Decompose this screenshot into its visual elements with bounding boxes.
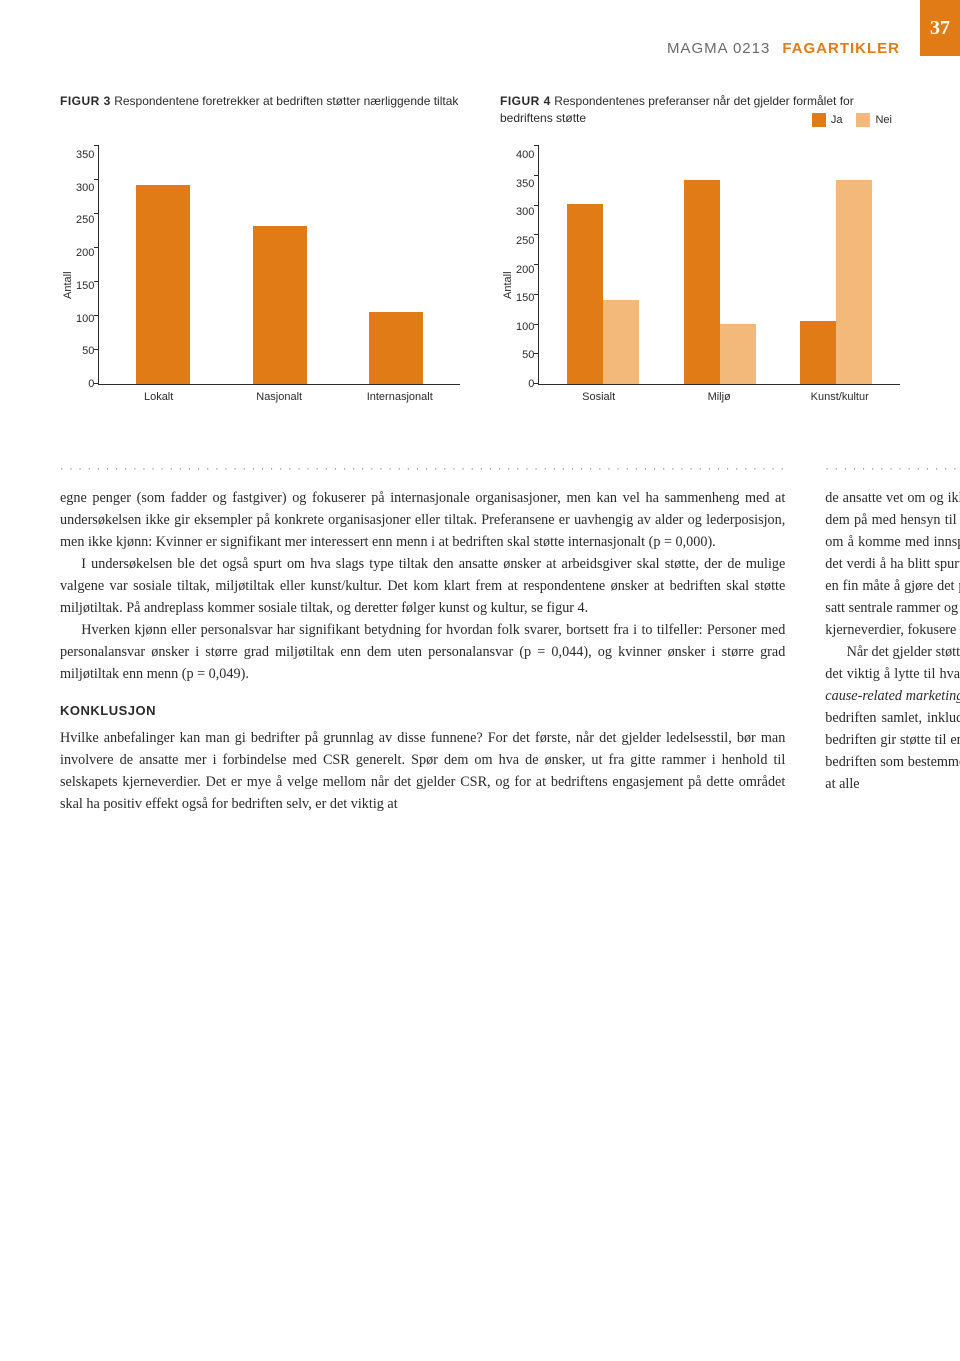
- right-column: · · · · · · · · · · · · · · · · · · · · …: [825, 461, 960, 815]
- figure-3-caption-text: Respondentene foretrekker at bedriften s…: [114, 94, 458, 108]
- bar: [720, 324, 756, 384]
- page-number-box: 37: [920, 0, 960, 56]
- legend-item: Ja: [812, 113, 843, 127]
- konklusjon-heading: KONKLUSJON: [60, 701, 785, 721]
- bar: [136, 185, 190, 384]
- ytick-label: 50: [522, 350, 534, 361]
- figure-3-plotarea: [98, 145, 460, 385]
- xtick-label: Sosialt: [538, 391, 659, 403]
- ytick-label: 50: [82, 346, 94, 357]
- header-fagartikler: FAGARTIKLER: [782, 40, 900, 57]
- bar-group: [567, 204, 639, 384]
- ytick-label: 300: [516, 207, 534, 218]
- xtick-label: Miljø: [659, 391, 780, 403]
- bar: [567, 204, 603, 384]
- xtick-label: Lokalt: [98, 391, 219, 403]
- xtick-label: Kunst/kultur: [779, 391, 900, 403]
- left-column: · · · · · · · · · · · · · · · · · · · · …: [60, 461, 785, 815]
- xtick-label: Internasjonalt: [339, 391, 460, 403]
- bar: [369, 312, 423, 384]
- legend-item: Nei: [856, 113, 892, 127]
- ytick-label: 100: [76, 314, 94, 325]
- figure-3-tickmarks: [94, 145, 99, 384]
- ytick-label: 150: [76, 281, 94, 292]
- ytick-label: 350: [76, 150, 94, 161]
- figure-3-caption: FIGUR 3 Respondentene foretrekker at bed…: [60, 93, 460, 127]
- ytick-label: 300: [76, 183, 94, 194]
- figure-3-plot: LokaltNasjonaltInternasjonalt: [98, 145, 460, 425]
- ytick-label: 150: [516, 293, 534, 304]
- col-divider-dots-right: · · · · · · · · · · · · · · · · · · · · …: [825, 461, 960, 471]
- figure-4: FIGUR 4 Respondentenes preferanser når d…: [500, 93, 900, 425]
- figure-4-caption-text: Respondentenes preferanser når det gjeld…: [500, 94, 854, 125]
- bar: [836, 180, 872, 384]
- bar: [253, 226, 307, 384]
- right-p1: de ansatte vet om og ikke minst er enig …: [825, 487, 960, 641]
- ytick-label: 350: [516, 179, 534, 190]
- bar-group: [684, 180, 756, 384]
- running-header: MAGMA 0213 FAGARTIKLER: [60, 40, 900, 57]
- left-p1: egne penger (som fadder og fastgiver) og…: [60, 487, 785, 553]
- ytick-label: 200: [516, 265, 534, 276]
- header-magma: MAGMA 0213: [667, 40, 770, 57]
- figure-4-chart: JaNei Antall 400350300250200150100500 So…: [500, 145, 900, 425]
- figure-3-xlabels: LokaltNasjonaltInternasjonalt: [98, 385, 460, 403]
- figure-4-tickmarks: [534, 145, 539, 384]
- ytick-label: 200: [76, 248, 94, 259]
- legend-swatch: [812, 113, 826, 127]
- ytick-label: 250: [76, 215, 94, 226]
- figures-row: FIGUR 3 Respondentene foretrekker at bed…: [60, 93, 900, 425]
- figure-3-chart: Antall 350300250200150100500 LokaltNasjo…: [60, 145, 460, 425]
- col-divider-dots-left: · · · · · · · · · · · · · · · · · · · · …: [60, 461, 785, 471]
- figure-3-ylabel: Antall: [60, 145, 76, 425]
- figure-4-number: FIGUR 4: [500, 94, 551, 108]
- ytick-label: 250: [516, 236, 534, 247]
- figure-4-legend: Ja Nei: [812, 113, 892, 127]
- legend-swatch: [856, 113, 870, 127]
- figure-4-plotarea: [538, 145, 900, 385]
- figure-4-xlabels: SosialtMiljøKunst/kultur: [538, 385, 900, 403]
- bar: [603, 300, 639, 384]
- right-p2: Når det gjelder støtte til ideelle tilta…: [825, 641, 960, 795]
- bar: [684, 180, 720, 384]
- figure-3: FIGUR 3 Respondentene foretrekker at bed…: [60, 93, 460, 425]
- page: 37 MAGMA 0213 FAGARTIKLER FIGUR 3 Respon…: [0, 0, 960, 1361]
- bar-group: [800, 180, 872, 384]
- left-p2: I undersøkelsen ble det også spurt om hv…: [60, 553, 785, 619]
- body-columns: · · · · · · · · · · · · · · · · · · · · …: [60, 461, 900, 815]
- xtick-label: Nasjonalt: [219, 391, 340, 403]
- legend-label: Nei: [875, 114, 892, 126]
- page-number: 37: [930, 17, 950, 40]
- bar: [800, 321, 836, 384]
- figure-4-plot: SosialtMiljøKunst/kultur: [538, 145, 900, 425]
- left-p4: Hvilke anbefalinger kan man gi bedrifter…: [60, 727, 785, 815]
- ytick-label: 400: [516, 150, 534, 161]
- left-p3: Hverken kjønn eller personalsvar har sig…: [60, 619, 785, 685]
- legend-label: Ja: [831, 114, 843, 126]
- figure-4-ylabel: Antall: [500, 145, 516, 425]
- figure-3-number: FIGUR 3: [60, 94, 111, 108]
- ytick-label: 100: [516, 322, 534, 333]
